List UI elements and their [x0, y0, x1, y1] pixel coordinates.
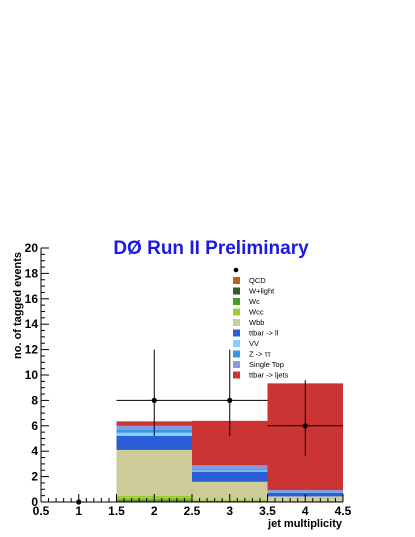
x-tick-label: 1 — [75, 504, 82, 518]
bar-segment — [192, 469, 268, 471]
bar-segment — [116, 449, 192, 496]
legend-label: Z -> ττ — [249, 350, 271, 359]
legend-swatch — [233, 298, 240, 305]
legend-swatch — [233, 319, 240, 326]
legend-label: ttbar -> ll — [249, 329, 279, 338]
bar-segment — [267, 490, 343, 492]
y-tick-label: 12 — [25, 343, 39, 357]
legend-data-marker — [233, 267, 239, 273]
x-tick-label: 4.5 — [335, 504, 352, 518]
x-tick-label: 2.5 — [184, 504, 201, 518]
legend-swatch — [233, 340, 240, 347]
legend-swatch — [233, 350, 240, 358]
legend-label: Wc — [249, 297, 260, 306]
x-tick-label: 4 — [302, 504, 309, 518]
data-point — [302, 423, 308, 429]
axes-layer: 0.5 1 1.5 2 2.5 3 3.5 4 4.5 0 2 4 6 8 10 12 14 16 18 20 — [25, 241, 352, 518]
y-tick-label: 8 — [31, 393, 38, 407]
data-point — [151, 397, 157, 403]
chart-title: DØ Run II Preliminary — [113, 238, 309, 259]
y-tick-label: 16 — [25, 292, 39, 306]
legend-swatch — [233, 308, 240, 316]
data-layer — [76, 349, 343, 505]
y-tick-label: 2 — [31, 470, 38, 484]
legend-label: Wbb — [249, 318, 264, 327]
bar-segment — [192, 481, 268, 500]
legend-swatch — [233, 277, 240, 284]
bar-segment — [192, 471, 268, 482]
legend-swatch — [233, 361, 240, 368]
y-tick-label: 14 — [25, 317, 39, 331]
bar-segment — [192, 470, 268, 472]
legend-label: Single Top — [249, 360, 284, 369]
legend-swatch — [233, 371, 240, 379]
data-point — [76, 499, 82, 505]
data-point — [227, 397, 233, 403]
y-tick-label: 10 — [25, 368, 39, 382]
y-tick-label: 20 — [25, 241, 39, 255]
legend-swatch — [233, 287, 240, 295]
x-tick-label: 3.5 — [259, 504, 276, 518]
bar-segment — [267, 491, 343, 492]
y-tick-label: 6 — [31, 419, 38, 433]
x-tick-label: 2 — [151, 504, 158, 518]
x-axis-title: jet multiplicity — [267, 518, 343, 530]
bar-segment — [192, 465, 268, 470]
y-tick-label: 18 — [25, 266, 39, 280]
legend-label: ttbar -> ljets — [249, 371, 289, 380]
legend-label: Wcc — [249, 308, 264, 317]
x-tick-label: 3 — [226, 504, 233, 518]
legend-swatch — [233, 329, 240, 337]
legend-label: QCD — [249, 276, 266, 285]
legend-label: VV — [249, 339, 259, 348]
y-tick-label: 0 — [31, 495, 38, 509]
x-tick-label: 0.5 — [33, 504, 50, 518]
bar-segment — [116, 435, 192, 450]
y-axis-title: no. of tagged events — [12, 252, 24, 359]
x-tick-label: 1.5 — [108, 504, 125, 518]
bar-segment — [267, 491, 343, 493]
legend-label: W+light — [249, 287, 275, 296]
y-tick-label: 4 — [31, 444, 38, 458]
